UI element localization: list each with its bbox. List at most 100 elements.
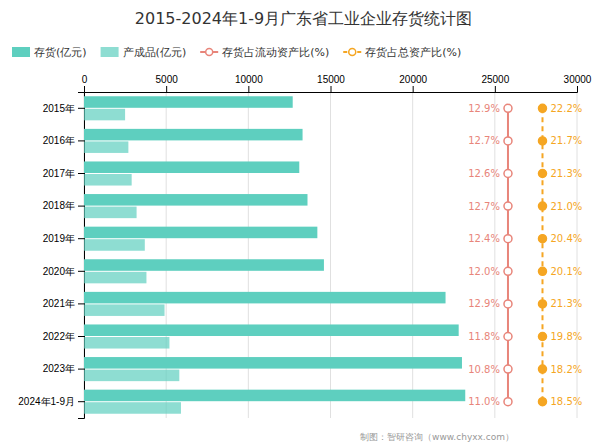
ratio-marker bbox=[538, 267, 546, 275]
y-tick-mark bbox=[78, 369, 84, 370]
plot: 0500010000150002000025000300002015年2016年… bbox=[18, 74, 592, 419]
legend-label: 存货占总资产比(%) bbox=[365, 46, 461, 59]
y-tick: 2023年 bbox=[43, 363, 84, 374]
y-tick-label: 2016年 bbox=[43, 135, 75, 146]
x-tick-mark bbox=[577, 86, 578, 92]
x-tick-mark bbox=[331, 86, 332, 92]
data-label: 12.0% bbox=[468, 266, 500, 277]
legend-swatch bbox=[101, 47, 119, 57]
data-label: 12.7% bbox=[468, 201, 500, 212]
x-tick-mark bbox=[84, 86, 85, 92]
bar bbox=[84, 259, 324, 271]
x-tick-label: 10000 bbox=[235, 74, 263, 85]
data-label: 22.2% bbox=[550, 103, 582, 114]
data-label: 11.8% bbox=[468, 331, 500, 342]
x-axis: 050001000015000200002500030000 bbox=[82, 74, 592, 93]
ratio-line bbox=[541, 108, 543, 401]
y-tick: 2015年 bbox=[43, 103, 84, 114]
bar bbox=[84, 129, 303, 141]
x-tick-label: 5000 bbox=[156, 74, 179, 85]
ratio-marker bbox=[538, 300, 546, 308]
y-tick-label: 2023年 bbox=[43, 363, 75, 374]
x-tick: 25000 bbox=[481, 74, 509, 92]
x-tick: 0 bbox=[82, 74, 88, 92]
data-label: 12.9% bbox=[468, 298, 500, 309]
data-label: 21.0% bbox=[550, 201, 582, 212]
data-label: 11.0% bbox=[468, 396, 500, 407]
y-axis-line bbox=[78, 93, 85, 419]
data-label: 12.6% bbox=[468, 168, 500, 179]
y-tick-mark bbox=[78, 206, 84, 207]
data-label: 18.5% bbox=[550, 396, 582, 407]
bar bbox=[84, 161, 299, 173]
data-labels: 12.9%12.7%12.6%12.7%12.4%12.0%12.9%11.8%… bbox=[468, 103, 582, 407]
bar bbox=[84, 402, 181, 414]
y-tick-mark bbox=[78, 108, 84, 109]
ratio-marker bbox=[538, 365, 546, 373]
bar-series bbox=[84, 109, 181, 414]
ratio-line bbox=[507, 108, 509, 401]
x-tick-label: 25000 bbox=[481, 74, 509, 85]
ratio-marker bbox=[504, 300, 512, 308]
ratio-marker bbox=[504, 333, 512, 341]
data-label: 10.8% bbox=[468, 364, 500, 375]
y-tick-label: 2019年 bbox=[43, 233, 75, 244]
grid-line bbox=[166, 92, 167, 418]
x-tick-mark bbox=[495, 86, 496, 92]
grid-line bbox=[248, 92, 249, 418]
y-tick-mark bbox=[78, 238, 84, 239]
x-tick: 30000 bbox=[564, 74, 592, 92]
bar bbox=[84, 194, 307, 206]
legend-marker bbox=[206, 49, 213, 56]
bar bbox=[84, 141, 128, 153]
x-tick-label: 0 bbox=[82, 74, 88, 85]
y-tick-label: 2018年 bbox=[43, 200, 75, 211]
bar bbox=[84, 227, 317, 239]
bar-series bbox=[84, 96, 465, 401]
legend-item: 存货(亿元) bbox=[12, 46, 87, 59]
y-tick: 2024年1-9月 bbox=[18, 396, 84, 407]
grid-line bbox=[412, 92, 413, 418]
bar bbox=[84, 207, 137, 219]
ratio-marker bbox=[504, 398, 512, 406]
x-tick-label: 30000 bbox=[564, 74, 592, 85]
y-tick: 2018年 bbox=[43, 200, 84, 211]
grid-line bbox=[330, 92, 331, 418]
legend-item: 存货占流动资产比(%) bbox=[200, 46, 329, 59]
y-tick-label: 2015年 bbox=[43, 103, 75, 114]
data-label: 12.7% bbox=[468, 135, 500, 146]
bar bbox=[84, 357, 462, 369]
data-label: 21.7% bbox=[550, 135, 582, 146]
y-tick-label: 2022年 bbox=[43, 331, 75, 342]
bar bbox=[84, 174, 132, 186]
ratio-marker bbox=[504, 137, 512, 145]
marks bbox=[84, 96, 546, 413]
y-tick: 2016年 bbox=[43, 135, 84, 146]
x-tick: 5000 bbox=[156, 74, 179, 92]
y-tick: 2019年 bbox=[43, 233, 84, 244]
legend: 存货(亿元) 产成品(亿元) 存货占流动资产比(%) 存货占总资产比(%) bbox=[12, 46, 461, 59]
ratio-marker bbox=[538, 235, 546, 243]
bar bbox=[84, 239, 145, 251]
legend-label: 产成品(亿元) bbox=[123, 46, 187, 59]
bar bbox=[84, 370, 179, 382]
x-tick-mark bbox=[166, 86, 167, 92]
y-tick-mark bbox=[78, 401, 84, 402]
y-tick: 2017年 bbox=[43, 168, 84, 179]
ratio-series bbox=[538, 104, 546, 405]
y-tick-label: 2020年 bbox=[43, 266, 75, 277]
ratio-marker bbox=[504, 104, 512, 112]
legend-swatch bbox=[12, 47, 30, 57]
data-label: 12.9% bbox=[468, 103, 500, 114]
ratio-marker bbox=[504, 202, 512, 210]
legend-item: 产成品(亿元) bbox=[101, 46, 187, 59]
bar bbox=[84, 96, 293, 108]
ratio-marker bbox=[538, 202, 546, 210]
y-tick-mark bbox=[78, 173, 84, 174]
ratio-marker bbox=[504, 267, 512, 275]
bar bbox=[84, 324, 459, 336]
title: 2015-2024年1-9月广东省工业企业存货统计图 bbox=[135, 9, 472, 28]
y-tick: 2022年 bbox=[43, 331, 84, 342]
data-label: 20.4% bbox=[550, 233, 582, 244]
y-tick-label: 2021年 bbox=[43, 298, 75, 309]
